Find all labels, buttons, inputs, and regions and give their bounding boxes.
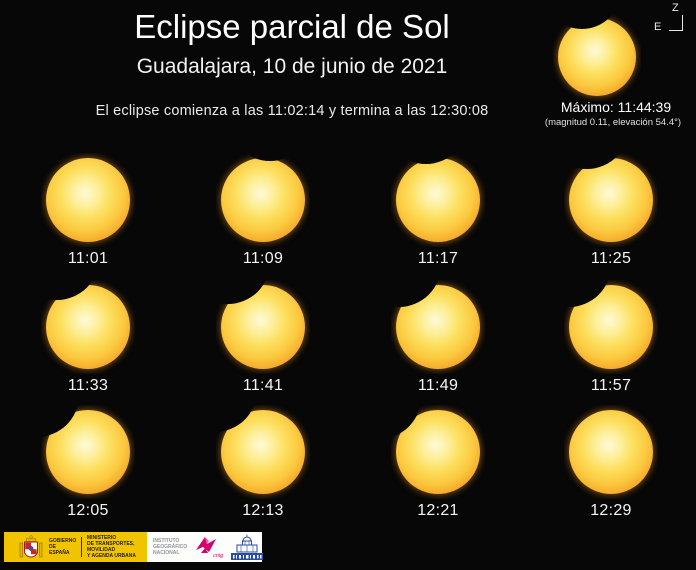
time-label: 11:09: [242, 250, 284, 267]
government-logo-block: GOBIERNO DE ESPAÑA MINISTERIO DE TRANSPO…: [4, 532, 147, 562]
sun-photo: [41, 405, 135, 499]
observatory-building-icon: [231, 534, 264, 560]
time-label: 11:17: [417, 250, 459, 267]
sun-photo: [41, 153, 135, 247]
sun-photo: [216, 405, 310, 499]
cnig-logo: cnig: [193, 535, 224, 559]
time-label: 12:05: [67, 502, 109, 519]
time-label: 12:13: [242, 502, 284, 519]
ministry-line1: MINISTERIO: [87, 534, 117, 541]
ign-logo-block: INSTITUTO GEOGRÁFICO NACIONAL cnig: [147, 532, 265, 562]
eclipse-frame: 11:01: [8, 153, 168, 268]
sun-photo: [216, 153, 310, 247]
cnig-script-label: cnig: [213, 553, 224, 559]
time-label: 11:33: [67, 377, 109, 394]
eclipse-frame: 11:41: [183, 280, 343, 395]
sun-disc: [221, 158, 305, 242]
sun-photo: [41, 280, 135, 374]
maximum-sun-photo: [553, 13, 641, 101]
eclipse-frame: 11:17: [358, 153, 518, 268]
moon-silhouette: [391, 153, 468, 164]
compass-east-label: E: [654, 21, 662, 33]
government-name-line1: GOBIERNO: [49, 537, 77, 544]
sun-photo: [216, 280, 310, 374]
cnig-logo-icon: [196, 537, 217, 553]
eclipse-schedule-text: El eclipse comienza a las 11:02:14 y ter…: [95, 103, 489, 119]
ministry-line2: DE TRANSPORTES, MOVILIDAD: [87, 540, 135, 553]
time-label: 12:29: [590, 502, 632, 519]
sun-disc: [396, 158, 480, 242]
time-label: 11:57: [590, 377, 632, 394]
location-date-subtitle: Guadalajara, 10 de junio de 2021: [136, 55, 448, 78]
maximum-time-label: Máximo: 11:44:39: [560, 99, 672, 115]
government-name-line2: DE ESPAÑA: [49, 543, 70, 557]
eclipse-frame: 11:57: [531, 280, 691, 395]
moon-silhouette: [228, 153, 310, 162]
observatory-logo: [229, 534, 265, 561]
sun-photo: [391, 405, 485, 499]
maximum-magnitude-detail: (magnitud 0.11, elevación 54.4°): [544, 117, 682, 128]
ministry-name: MINISTERIO DE TRANSPORTES, MOVILIDAD Y A…: [87, 535, 147, 560]
eclipse-frame: 12:21: [358, 405, 518, 520]
time-label: 11:01: [67, 250, 109, 267]
eclipse-frame: 12:29: [531, 405, 691, 520]
time-label: 11:41: [242, 377, 284, 394]
ign-line3: NACIONAL: [153, 550, 180, 557]
eclipse-frame: 11:09: [183, 153, 343, 268]
eclipse-frame: 12:05: [8, 405, 168, 520]
sun-disc: [558, 18, 636, 96]
sun-photo: [564, 153, 658, 247]
eclipse-frame: 12:13: [183, 405, 343, 520]
ign-line1: INSTITUTO: [153, 537, 180, 544]
time-label: 11:25: [590, 250, 632, 267]
sun-photo: [391, 153, 485, 247]
ministry-line3: Y AGENDA URBANA: [87, 553, 136, 560]
sun-disc: [569, 410, 653, 494]
eclipse-frame: 11:25: [531, 153, 691, 268]
compass-axes-icon: [669, 15, 683, 31]
time-label: 12:21: [417, 502, 459, 519]
sun-photo: [391, 280, 485, 374]
logo-divider: [81, 537, 83, 557]
sun-photo: [564, 405, 658, 499]
page-title: Eclipse parcial de Sol: [134, 8, 450, 45]
government-name: GOBIERNO DE ESPAÑA: [49, 538, 76, 557]
eclipse-frame: 11:33: [8, 280, 168, 395]
ign-line2: GEOGRÁFICO: [153, 543, 188, 550]
sun-disc: [569, 158, 653, 242]
spain-coat-of-arms-icon: [19, 534, 43, 558]
sun-disc: [46, 158, 130, 242]
compass-zenith-label: Z: [672, 2, 679, 14]
time-label: 11:49: [417, 377, 459, 394]
sun-photo: [564, 280, 658, 374]
ign-institute-name: INSTITUTO GEOGRÁFICO NACIONAL: [153, 538, 187, 557]
eclipse-frame: 11:49: [358, 280, 518, 395]
